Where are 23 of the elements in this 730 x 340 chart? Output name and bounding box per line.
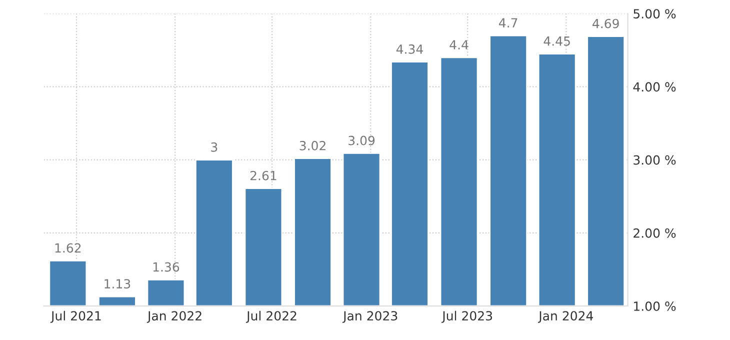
- data-label: 4.4: [450, 40, 468, 50]
- x-tick-label: Jan 2023: [342, 311, 398, 323]
- x-tick-label: Jan 2024: [538, 311, 594, 323]
- y-tick-label: 4.00 %: [633, 82, 676, 92]
- y-tick-label: 3.00 %: [634, 155, 676, 165]
- y-tick-label: 1.00 %: [634, 301, 676, 311]
- data-label: 3.09: [348, 136, 375, 146]
- data-label: 1.13: [104, 279, 130, 289]
- data-label: 3: [211, 142, 218, 152]
- x-tick-label: Jan 2022: [146, 311, 202, 323]
- data-label: 2.61: [250, 170, 276, 180]
- data-label: 1.36: [153, 262, 180, 272]
- y-tick-label: 2.00 %: [634, 228, 676, 238]
- x-tick-label: Jul 2022: [246, 310, 296, 323]
- x-tick-label: Jul 2023: [442, 310, 492, 323]
- data-label: 3.02: [300, 140, 326, 150]
- data-label: 4.45: [544, 36, 570, 46]
- data-label: 4.34: [396, 44, 423, 54]
- y-tick-label: 5.00 %: [634, 9, 676, 19]
- x-tick-label: Jul 2021: [50, 310, 101, 323]
- data-label: 4.69: [592, 18, 619, 28]
- data-label: 1.62: [55, 243, 81, 253]
- data-label: 4.7: [498, 18, 518, 28]
